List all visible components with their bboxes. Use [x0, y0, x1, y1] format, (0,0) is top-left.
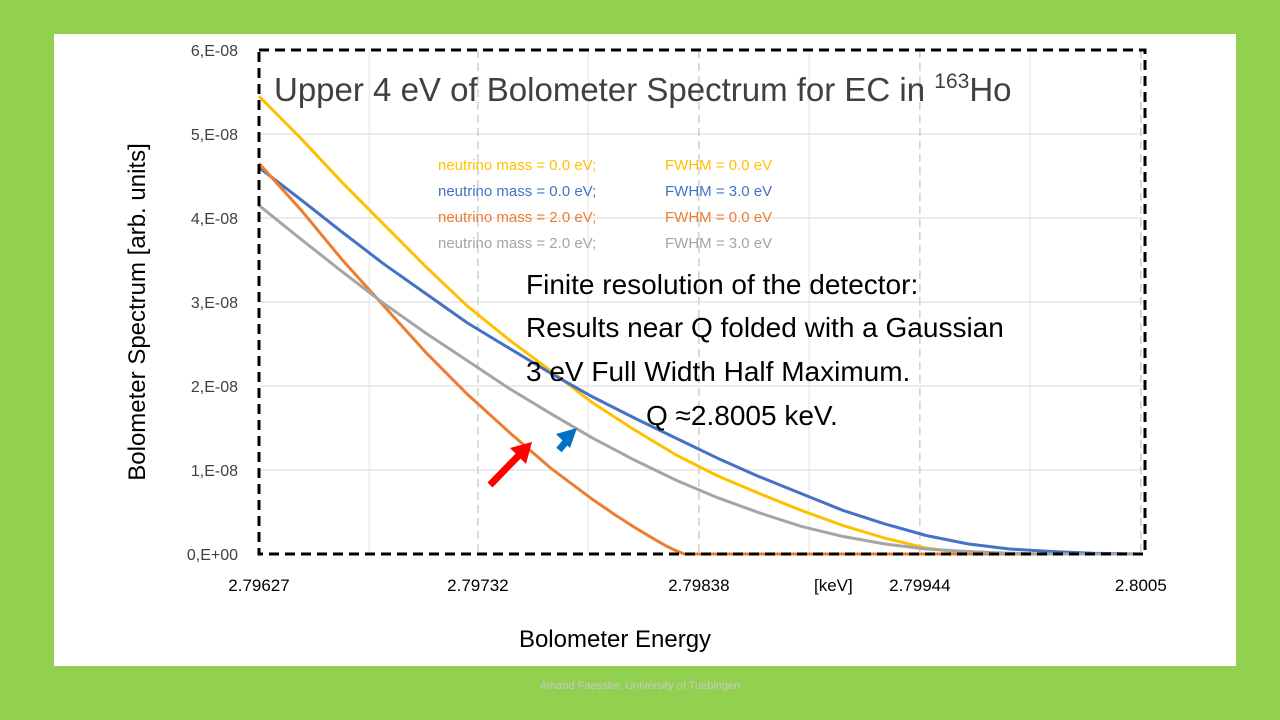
series-line-2 — [258, 166, 1141, 556]
annotation-line-2: Results near Q folded with a Gaussian — [526, 312, 1004, 343]
y-tick-labels: 0,E+00 1,E-08 2,E-08 3,E-08 4,E-08 5,E-08 6,E-… — [187, 43, 238, 564]
plot-frame — [257, 48, 1147, 556]
chart-title: Upper 4 eV of Bolometer Spectrum for EC … — [274, 70, 1012, 108]
legend-entry-mass: neutrino mass = 2.0 eV; — [438, 235, 596, 252]
annotation-line-4: Q ≈2.8005 keV. — [646, 400, 838, 431]
series-layer — [257, 95, 1141, 556]
x-tick-label: 2.79944 — [889, 576, 950, 595]
y-tick-label: 3,E-08 — [191, 295, 238, 312]
bolometer-chart: 0,E+00 1,E-08 2,E-08 3,E-08 4,E-08 5,E-08 6,E-… — [124, 43, 1167, 653]
red-arrow — [487, 442, 532, 488]
legend-entry-mass: neutrino mass = 0.0 eV; — [438, 183, 596, 200]
annotation-line-1: Finite resolution of the detector: — [526, 269, 918, 300]
series-line-3 — [257, 162, 1141, 556]
chart-title-main: Upper 4 eV of Bolometer Spectrum for EC … — [274, 71, 934, 108]
y-tick-label: 1,E-08 — [191, 463, 238, 480]
slide-canvas: 0,E+00 1,E-08 2,E-08 3,E-08 4,E-08 5,E-08 6,E-… — [54, 34, 1236, 666]
x-tick-label: 2.79838 — [668, 576, 729, 595]
legend-entry-fwhm: FWHM = 3.0 eV — [665, 183, 772, 200]
legend-entry-mass: neutrino mass = 2.0 eV; — [438, 209, 596, 226]
y-axis-title: Bolometer Spectrum [arb. units] — [124, 143, 151, 480]
legend: neutrino mass = 0.0 eV; FWHM = 0.0 eV neut… — [438, 157, 772, 252]
legend-entry-fwhm: FWHM = 0.0 eV — [665, 157, 772, 174]
chart-title-suffix: Ho — [969, 71, 1011, 108]
blue-arrow — [556, 428, 577, 453]
y-tick-label: 4,E-08 — [191, 211, 238, 228]
legend-entry-fwhm: FWHM = 0.0 eV — [665, 209, 772, 226]
x-tick-label: 2.8005 — [1115, 576, 1167, 595]
annotation-line-3: 3 eV Full Width Half Maximum. — [526, 356, 910, 387]
y-tick-label: 6,E-08 — [191, 43, 238, 60]
y-tick-label: 2,E-08 — [191, 379, 238, 396]
legend-entry-mass: neutrino mass = 0.0 eV; — [438, 157, 596, 174]
series-line-4 — [258, 204, 1141, 556]
legend-entry-fwhm: FWHM = 3.0 eV — [665, 235, 772, 252]
chart-title-superscript: 163 — [934, 70, 969, 93]
x-tick-labels: 2.79627 2.79732 2.79838 2.79944 2.8005 — [228, 576, 1167, 595]
footer-credit: Amand Faessler, University of Tuebingen — [539, 680, 741, 692]
x-tick-label: 2.79732 — [447, 576, 508, 595]
y-tick-label: 0,E+00 — [187, 547, 238, 564]
x-tick-label: 2.79627 — [228, 576, 289, 595]
x-axis-title: Bolometer Energy — [519, 626, 711, 653]
y-tick-label: 5,E-08 — [191, 127, 238, 144]
grid-lines — [259, 50, 1145, 554]
x-unit-label: [keV] — [814, 576, 853, 595]
